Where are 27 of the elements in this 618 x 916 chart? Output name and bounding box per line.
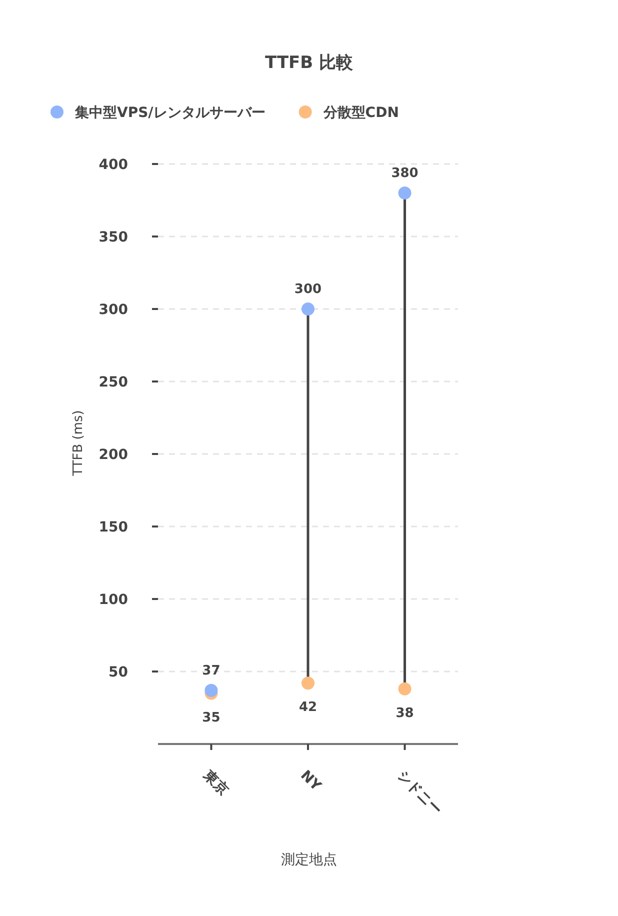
y-axis-title: TTFB (ms) xyxy=(71,410,86,477)
y-tick-label: 100 xyxy=(98,592,128,608)
legend-label: 分散型CDN xyxy=(322,105,399,121)
data-label: 37 xyxy=(202,663,220,678)
x-tick-label: NY xyxy=(297,768,325,795)
y-tick-label: 350 xyxy=(98,230,128,246)
y-tick-label: 150 xyxy=(98,520,128,536)
x-tick-label: シドニー xyxy=(394,768,445,818)
y-tick-label: 400 xyxy=(98,157,128,173)
y-tick-label: 300 xyxy=(98,302,128,318)
data-label: 38 xyxy=(396,706,414,721)
data-label: 42 xyxy=(298,700,318,716)
y-tick-label: 200 xyxy=(98,447,128,463)
x-tick-label: 東京 xyxy=(200,766,232,799)
y-tick-label: 250 xyxy=(98,374,128,390)
y-tick-label: 50 xyxy=(108,664,128,680)
data-label: 35 xyxy=(202,710,220,726)
point xyxy=(302,676,314,690)
legend-label: 集中型VPS/レンタルサーバー xyxy=(74,105,266,121)
data-label: 300 xyxy=(294,282,322,297)
point xyxy=(398,186,412,200)
chart-title: TTFB 比較 xyxy=(264,53,354,73)
point xyxy=(204,684,218,697)
data-label: 380 xyxy=(391,166,418,181)
x-axis-title: 測定地点 xyxy=(281,852,337,868)
point xyxy=(398,682,412,696)
point xyxy=(302,302,314,316)
